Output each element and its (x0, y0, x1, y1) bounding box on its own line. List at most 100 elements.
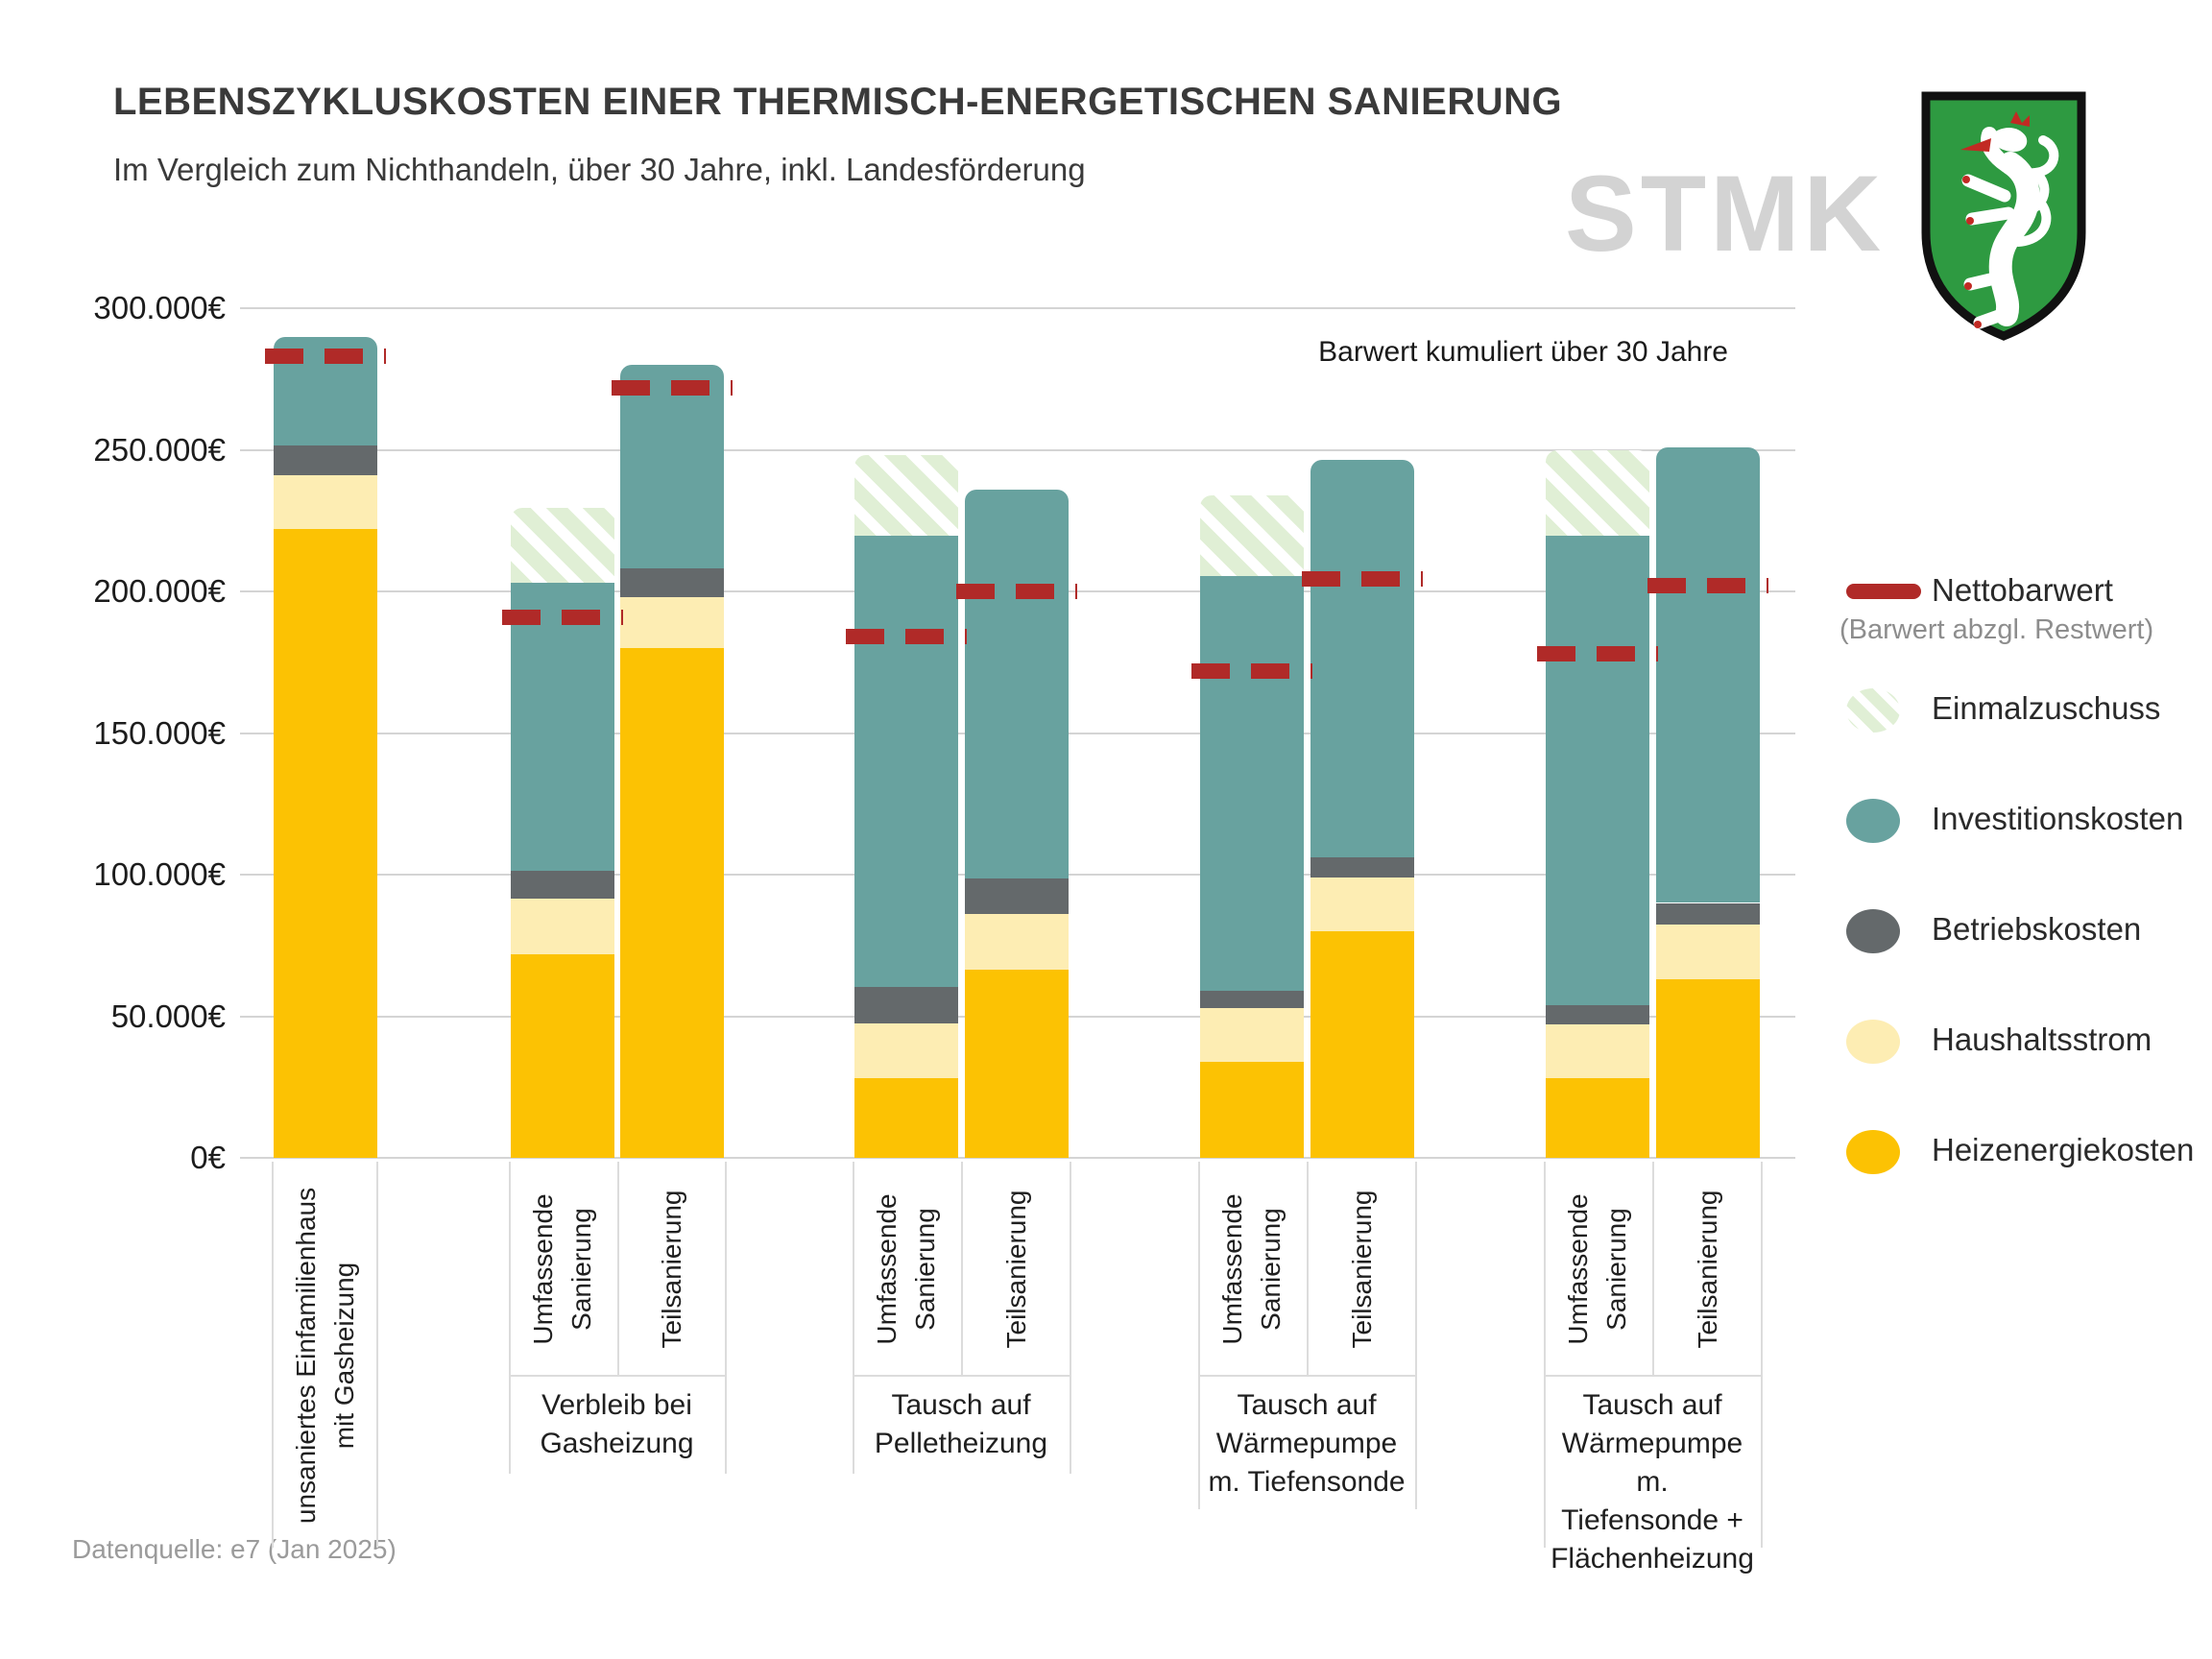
nettobarwert-dash-line (265, 349, 386, 365)
gridline-0 (240, 1157, 1795, 1159)
bar-segment-betriebskosten (274, 445, 377, 476)
bar-segment-haushaltsstrom (511, 899, 614, 954)
axis-group-separator (1070, 1162, 1071, 1474)
y-axis-label: 150.000€ (93, 714, 226, 751)
axis-group-separator (725, 1162, 727, 1474)
y-axis-label: 200.000€ (93, 573, 226, 609)
nettobarwert-dash-line (956, 584, 1077, 599)
styria-coat-of-arms-icon (1921, 91, 2086, 341)
legend-sublabel: (Barwert abzgl. Restwert) (1839, 614, 2154, 645)
axis-group-separator (1415, 1162, 1417, 1509)
stmk-watermark: STMK (1565, 154, 1886, 274)
bar-segment-heizenergiekosten (620, 648, 724, 1158)
x-axis-bar-label-cell: Umfassende Sanierung (511, 1164, 614, 1375)
bar-segment-haushaltsstrom (1546, 1024, 1649, 1079)
legend-label: Einmalzuschuss (1932, 690, 2161, 726)
x-axis-bar-label: unsaniertes Einfamilienhaus mit Gasheizun… (291, 1187, 359, 1525)
bar-segment-investitionskosten (1310, 459, 1414, 858)
bar-segment-heizenergiekosten (1310, 931, 1414, 1158)
x-axis-group-label: Tausch auf Wärmepumpe m. Tiefensonde + Fläc… (1551, 1389, 1754, 1575)
chart-annotation: Barwert kumuliert über 30 Jahre (1318, 336, 1728, 368)
y-axis-label: 0€ (190, 1140, 226, 1175)
axis-group-divider (853, 1375, 1070, 1377)
gridline-300000 (240, 307, 1795, 309)
nettobarwert-dash-line (1302, 570, 1423, 587)
einmalzuschuss-swatch-icon (1846, 688, 1900, 733)
x-axis-bar-label-cell: Umfassende Sanierung (854, 1164, 958, 1375)
bar-segment-haushaltsstrom (1200, 1007, 1304, 1062)
nettobarwert-dash-line (1537, 645, 1658, 661)
legend-label: Investitionskosten (1932, 801, 2184, 836)
y-axis-label: 100.000€ (93, 856, 226, 892)
betriebskosten-swatch-icon (1846, 909, 1900, 953)
legend-label: Haushaltsstrom (1932, 1022, 2152, 1057)
bar-segment-haushaltsstrom (1310, 877, 1414, 931)
x-axis-group-label: Verbleib bei Gasheizung (540, 1389, 694, 1459)
bar-segment-betriebskosten (620, 568, 724, 597)
gridline-250000 (240, 448, 1795, 451)
nettobarwert-dash-icon (1846, 584, 1921, 599)
nettobarwert-dash-line (502, 609, 623, 625)
nettobarwert-dash-line (1191, 662, 1312, 679)
bar-segment-haushaltsstrom (965, 914, 1069, 970)
bar-segment-heizenergiekosten (511, 953, 614, 1158)
bar-segment-heizenergiekosten (1546, 1078, 1649, 1158)
x-axis-bar-label-cell: Umfassende Sanierung (1200, 1164, 1304, 1375)
x-axis-bar-label: Umfassende Sanierung (872, 1193, 940, 1345)
nettobarwert-dash-line (1647, 578, 1768, 594)
axis-group-separator (1544, 1162, 1546, 1548)
x-axis-bar-label: Umfassende Sanierung (1217, 1193, 1286, 1345)
bar-segment-heizenergiekosten (965, 969, 1069, 1158)
y-axis-label: 50.000€ (110, 998, 226, 1034)
bar-segment-investitionskosten (1656, 446, 1760, 903)
legend-label: Heizenergiekosten (1932, 1132, 2195, 1167)
axis-bar-separator (961, 1162, 963, 1375)
bar-segment-heizenergiekosten (274, 529, 377, 1158)
axis-bar-separator (1652, 1162, 1654, 1375)
y-axis-label: 300.000€ (93, 290, 226, 325)
bar-segment-betriebskosten (854, 986, 958, 1023)
bar-segment-haushaltsstrom (1656, 924, 1760, 980)
bar-segment-haushaltsstrom (620, 596, 724, 648)
bar-segment-investitionskosten (1200, 575, 1304, 991)
haushaltsstrom-swatch-icon (1846, 1020, 1900, 1064)
axis-group-separator (509, 1162, 511, 1474)
bar-segment-heizenergiekosten (1200, 1061, 1304, 1158)
bar-segment-einmalzuschuss (854, 455, 958, 537)
bar-segment-einmalzuschuss (511, 507, 614, 584)
x-axis-bar-label: Umfassende Sanierung (528, 1193, 596, 1345)
bar-segment-betriebskosten (1200, 990, 1304, 1008)
bar-segment-investitionskosten (965, 489, 1069, 879)
x-axis-bar-label: Umfassende Sanierung (1563, 1193, 1631, 1345)
page-subtitle: Im Vergleich zum Nichthandeln, über 30 J… (113, 152, 1086, 187)
x-axis-bar-label-cell: Teilsanierung (965, 1164, 1069, 1375)
axis-group-separator (1761, 1162, 1763, 1548)
bar-segment-betriebskosten (965, 878, 1069, 915)
bar-segment-betriebskosten (511, 870, 614, 900)
axis-group-divider (509, 1375, 725, 1377)
heizenergiekosten-swatch-icon (1846, 1130, 1900, 1174)
x-axis-bar-label-cell: unsaniertes Einfamilienhaus mit Gasheizun… (274, 1164, 377, 1548)
axis-group-divider (1198, 1375, 1415, 1377)
bar-segment-betriebskosten (1546, 1004, 1649, 1025)
page-title: LEBENSZYKLUSKOSTEN EINER THERMISCH-ENERG… (113, 81, 1563, 123)
bar-segment-haushaltsstrom (274, 475, 377, 530)
axis-bar-separator (617, 1162, 619, 1375)
bar-segment-investitionskosten (854, 536, 958, 987)
axis-group-separator (853, 1162, 854, 1474)
nettobarwert-dash-line (612, 379, 733, 396)
x-axis-bar-label-cell: Umfassende Sanierung (1546, 1164, 1649, 1375)
x-axis-bar-label-cell: Teilsanierung (620, 1164, 724, 1375)
bar-segment-haushaltsstrom (854, 1022, 958, 1079)
nettobarwert-dash-line (846, 629, 967, 645)
x-axis-group-label: Tausch auf Pelletheizung (874, 1389, 1048, 1459)
x-axis-bar-label: Teilsanierung (1693, 1190, 1722, 1349)
bar-segment-betriebskosten (1656, 902, 1760, 925)
data-source-note: Datenquelle: e7 (Jan 2025) (72, 1534, 397, 1564)
bar-segment-heizenergiekosten (1656, 979, 1760, 1158)
axis-group-separator (272, 1162, 274, 1548)
axis-group-separator (376, 1162, 378, 1548)
axis-group-divider (1544, 1375, 1761, 1377)
x-axis-bar-label: Teilsanierung (1347, 1190, 1377, 1349)
